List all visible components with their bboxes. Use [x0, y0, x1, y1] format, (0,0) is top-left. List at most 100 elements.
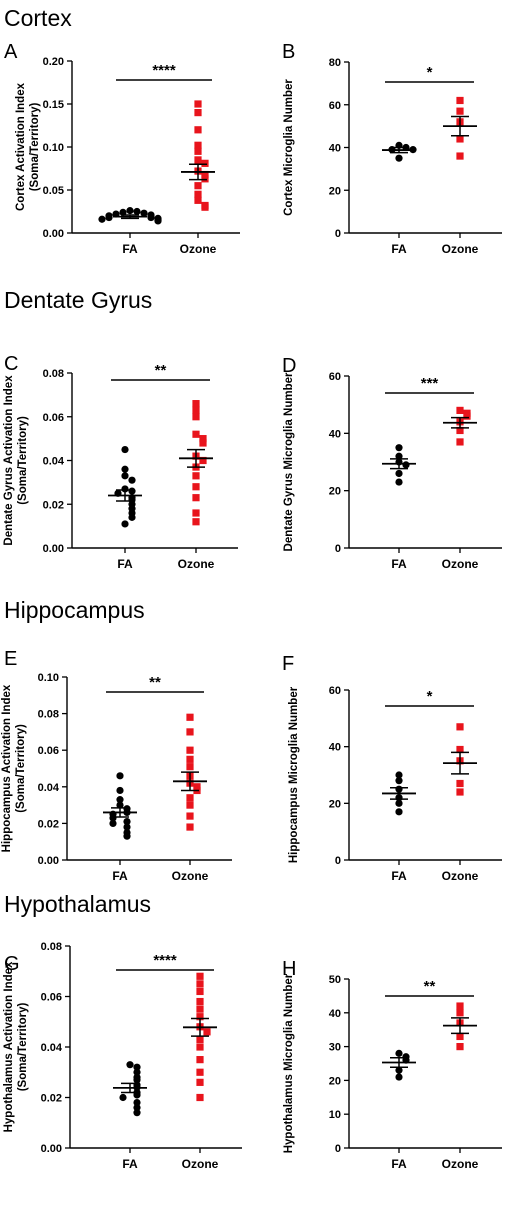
y-tick-label: 0.06 [41, 992, 62, 1004]
data-point-ozone [456, 779, 464, 788]
data-point-fa [126, 207, 134, 215]
x-tick-label: FA [391, 1157, 407, 1171]
y-tick-label: 40 [329, 1008, 341, 1020]
data-point-fa [395, 1073, 403, 1081]
data-point-ozone [456, 788, 464, 796]
data-point-fa [126, 1061, 134, 1069]
data-point-fa [128, 487, 136, 495]
data-point-ozone [194, 147, 202, 155]
data-point-fa [116, 796, 124, 804]
data-point-ozone [196, 1035, 204, 1044]
data-point-ozone [456, 96, 464, 105]
x-tick-label: Ozone [182, 1157, 219, 1171]
data-point-ozone [186, 728, 194, 736]
y-axis-label: Hypothalamus Activation Index (Soma/Terri… [3, 961, 29, 1132]
x-tick-label: FA [122, 1157, 138, 1171]
data-point-fa [123, 823, 131, 831]
data-point-fa [402, 461, 410, 469]
data-point-ozone [199, 456, 207, 465]
y-tick-label: 0.02 [43, 499, 64, 511]
data-point-ozone [196, 1056, 204, 1064]
y-tick-label: 10 [329, 1109, 341, 1121]
y-tick-label: 20 [329, 486, 341, 498]
data-point-ozone [456, 438, 464, 446]
data-point-fa [395, 452, 403, 460]
data-point-ozone [192, 413, 200, 421]
data-point-fa [395, 808, 403, 816]
data-point-ozone [456, 1032, 464, 1041]
chart-panel-a: A 0.00 0.05 0.10 0.15 0.20 FA Ozone Cortex Activ… [4, 41, 240, 256]
data-point-ozone [196, 972, 204, 980]
y-tick-label: 0.04 [38, 782, 60, 794]
data-point-ozone [194, 182, 202, 190]
data-point-fa [133, 1098, 141, 1107]
data-point-ozone [456, 745, 464, 754]
data-point-ozone [201, 159, 209, 167]
data-point-ozone [456, 107, 464, 115]
data-point-ozone [194, 196, 202, 204]
data-point-fa [128, 513, 136, 521]
data-point-ozone [194, 156, 202, 164]
y-tick-label: 0 [335, 855, 341, 867]
y-tick-label: 0.20 [43, 56, 64, 68]
panel-letter: B [282, 41, 295, 63]
data-point-ozone [186, 801, 194, 809]
data-point-ozone [192, 518, 200, 526]
data-point-ozone [201, 175, 209, 183]
panel-letter: H [282, 958, 296, 980]
y-axis-label: Hypothalamus Microglia Number [283, 973, 295, 1153]
data-point-ozone [194, 126, 202, 134]
y-tick-label: 0 [335, 228, 341, 240]
data-point-fa [140, 209, 148, 217]
y-axis-label-line: Cortex Activation Index [15, 82, 27, 211]
y-tick-label: 0.02 [38, 818, 59, 830]
chart-panel-f: F 0 20 40 60 FA Ozone Hippocampus Microglia Num… [282, 653, 502, 883]
x-tick-label: FA [391, 242, 407, 256]
x-tick-label: FA [391, 869, 407, 883]
section-title-dentate-gyrus: Dentate Gyrus [4, 287, 152, 313]
data-point-ozone [196, 997, 204, 1006]
data-point-fa [116, 772, 124, 780]
y-axis-label-line: Dentate Gyrus Microglia Number [283, 372, 295, 551]
significance-label: ** [155, 362, 167, 379]
significance-label: **** [152, 62, 176, 79]
data-point-ozone [192, 509, 200, 517]
y-axis-label-line: Hypothalamus Activation Index [3, 961, 15, 1132]
data-point-ozone [192, 400, 200, 408]
y-tick-label: 60 [329, 100, 341, 112]
data-point-fa [121, 520, 129, 528]
y-tick-label: 0.06 [43, 412, 64, 424]
panel-letter: C [4, 353, 18, 375]
y-tick-label: 0.02 [41, 1093, 62, 1105]
data-point-ozone [199, 435, 207, 443]
y-tick-label: 0.04 [43, 456, 65, 468]
data-point-ozone [196, 1043, 204, 1051]
y-tick-label: 40 [329, 742, 341, 754]
data-point-fa [147, 213, 155, 222]
data-point-fa [395, 469, 403, 478]
data-point-fa [133, 1063, 141, 1071]
data-point-fa [121, 465, 129, 473]
y-tick-label: 20 [329, 185, 341, 197]
data-point-fa [133, 1068, 141, 1076]
y-tick-label: 50 [329, 974, 341, 986]
data-point-ozone [192, 472, 200, 480]
data-point-ozone [194, 100, 202, 108]
x-tick-label: Ozone [442, 869, 479, 883]
panel-letter: E [4, 648, 17, 670]
x-tick-label: Ozone [178, 557, 215, 571]
data-point-fa [133, 207, 141, 216]
section-title-hippocampus: Hippocampus [4, 597, 145, 623]
y-axis-label-line: Hippocampus Activation Index [1, 684, 13, 852]
x-tick-label: FA [112, 869, 128, 883]
y-tick-label: 0.10 [38, 672, 59, 684]
data-point-ozone [192, 430, 200, 438]
significance-label: **** [153, 952, 177, 969]
data-point-ozone [201, 170, 209, 179]
data-point-ozone [186, 763, 194, 771]
data-point-fa [105, 213, 113, 222]
y-tick-label: 80 [329, 57, 341, 69]
panel-letter: D [282, 355, 296, 377]
data-point-fa [395, 1066, 403, 1074]
data-point-fa [121, 445, 129, 454]
